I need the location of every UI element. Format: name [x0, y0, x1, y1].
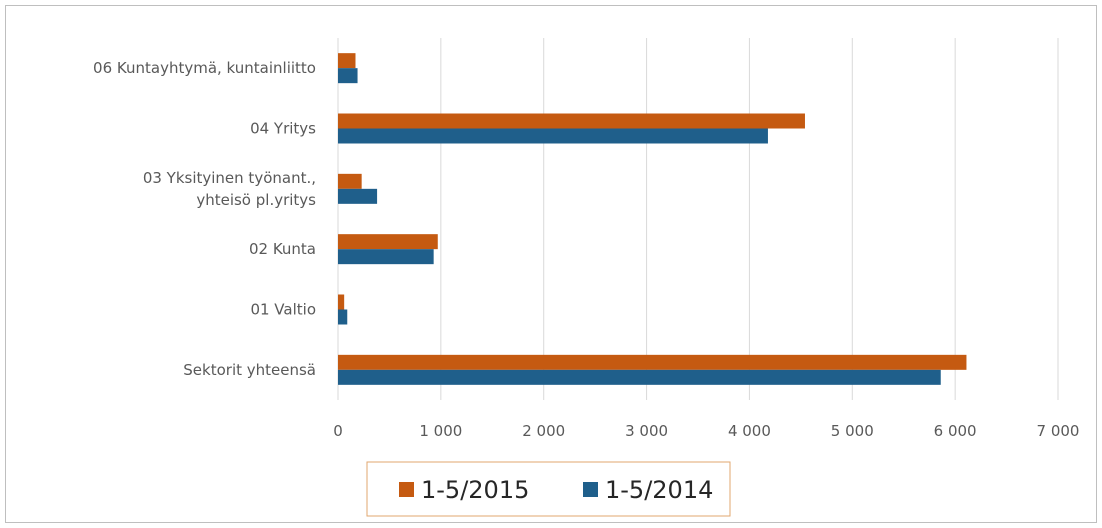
- bar-1-5-2014: [338, 128, 768, 144]
- bar-1-5-2015: [338, 53, 356, 69]
- x-tick-label: 4 000: [728, 422, 771, 440]
- legend-label: 1-5/2014: [605, 476, 713, 504]
- chart-frame: [5, 5, 1097, 523]
- x-tick-label: 0: [333, 422, 343, 440]
- bar-1-5-2015: [338, 234, 438, 250]
- x-tick-label: 6 000: [934, 422, 977, 440]
- bar-1-5-2015: [338, 294, 345, 310]
- category-labels: 06 Kuntayhtymä, kuntainliitto 04 Yritys 03…: [93, 59, 316, 379]
- bar-1-5-2014: [338, 68, 358, 84]
- category-label: 06 Kuntayhtymä, kuntainliitto: [93, 59, 316, 77]
- bar-1-5-2014: [338, 249, 434, 265]
- bar-1-5-2015: [338, 113, 805, 129]
- legend-swatch: [399, 482, 414, 497]
- x-tick-label: 7 000: [1037, 422, 1080, 440]
- bar-1-5-2014: [338, 369, 941, 385]
- x-tick-label: 3 000: [625, 422, 668, 440]
- category-label: Sektorit yhteensä: [183, 361, 316, 379]
- bar-1-5-2015: [338, 173, 362, 189]
- legend-swatch: [583, 482, 598, 497]
- x-tick-label: 1 000: [419, 422, 462, 440]
- bar-1-5-2015: [338, 354, 967, 370]
- x-tick-labels: 0 1 000 2 000 3 000 4 000 5 000 6 000 7 000: [333, 422, 1079, 440]
- category-label: 04 Yritys: [250, 120, 316, 138]
- x-tick-label: 5 000: [831, 422, 874, 440]
- legend: 1-5/2015 1-5/2014: [366, 461, 731, 517]
- category-label: 02 Kunta: [249, 240, 316, 258]
- category-label: 03 Yksityinen työnant., yhteisö pl.yritys: [143, 169, 316, 209]
- bar-1-5-2014: [338, 188, 378, 204]
- legend-label: 1-5/2015: [421, 476, 529, 504]
- x-tick-label: 2 000: [522, 422, 565, 440]
- category-label: 01 Valtio: [250, 301, 316, 319]
- gridlines: [337, 38, 1059, 400]
- bars: [338, 53, 967, 385]
- bar-1-5-2014: [338, 309, 348, 325]
- legend-box: [366, 461, 731, 517]
